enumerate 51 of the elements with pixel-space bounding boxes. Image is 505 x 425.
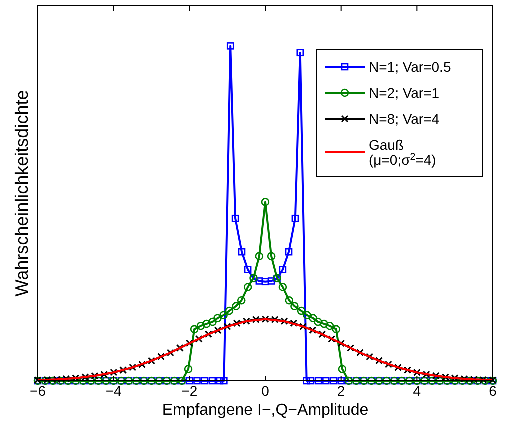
point [100, 370, 108, 378]
point [120, 366, 128, 374]
point [166, 349, 174, 357]
point [442, 374, 450, 382]
x-tick-label: −2 [182, 383, 198, 399]
point [148, 357, 156, 365]
point [129, 364, 137, 372]
point [422, 370, 430, 378]
x-tick-label: 4 [413, 383, 422, 399]
x-tick-label: 0 [262, 383, 270, 399]
x-axis-title: Empfangene I−,Q−Amplitude [162, 402, 369, 419]
point [91, 372, 99, 380]
point [300, 323, 308, 331]
point [384, 360, 392, 368]
point [328, 335, 336, 343]
point [318, 330, 326, 338]
point [366, 353, 374, 361]
point [204, 330, 212, 338]
point [413, 368, 421, 376]
point [214, 326, 222, 334]
point [242, 318, 250, 326]
point [176, 344, 184, 352]
point [338, 340, 346, 348]
point [233, 320, 241, 328]
point [451, 374, 459, 382]
point [376, 357, 383, 365]
point [195, 335, 203, 343]
point [110, 368, 118, 376]
point [224, 323, 232, 331]
point [290, 320, 298, 328]
point [186, 340, 194, 348]
point [82, 374, 90, 382]
legend-label: N=8; Var=4 [369, 111, 440, 127]
legend-label: N=1; Var=0.5 [369, 59, 452, 75]
legend-label: Gauß (μ=0;σ$^{2}$=4) [369, 137, 436, 168]
x-tick-label: 2 [337, 383, 346, 399]
legend-label: N=2; Var=1 [369, 85, 440, 101]
y-axis-title: Wahrscheinlichkeitsdichte [12, 90, 32, 297]
point [404, 366, 412, 374]
x-tick-label: −4 [106, 383, 122, 399]
point [157, 353, 165, 361]
point [432, 372, 440, 380]
point [347, 344, 355, 352]
point [280, 318, 288, 326]
point [138, 360, 146, 368]
point [72, 374, 80, 382]
point [394, 364, 402, 372]
point [356, 349, 364, 357]
x-tick-label: 6 [489, 383, 498, 399]
x-tick-label: −6 [30, 383, 46, 399]
point [309, 326, 317, 334]
